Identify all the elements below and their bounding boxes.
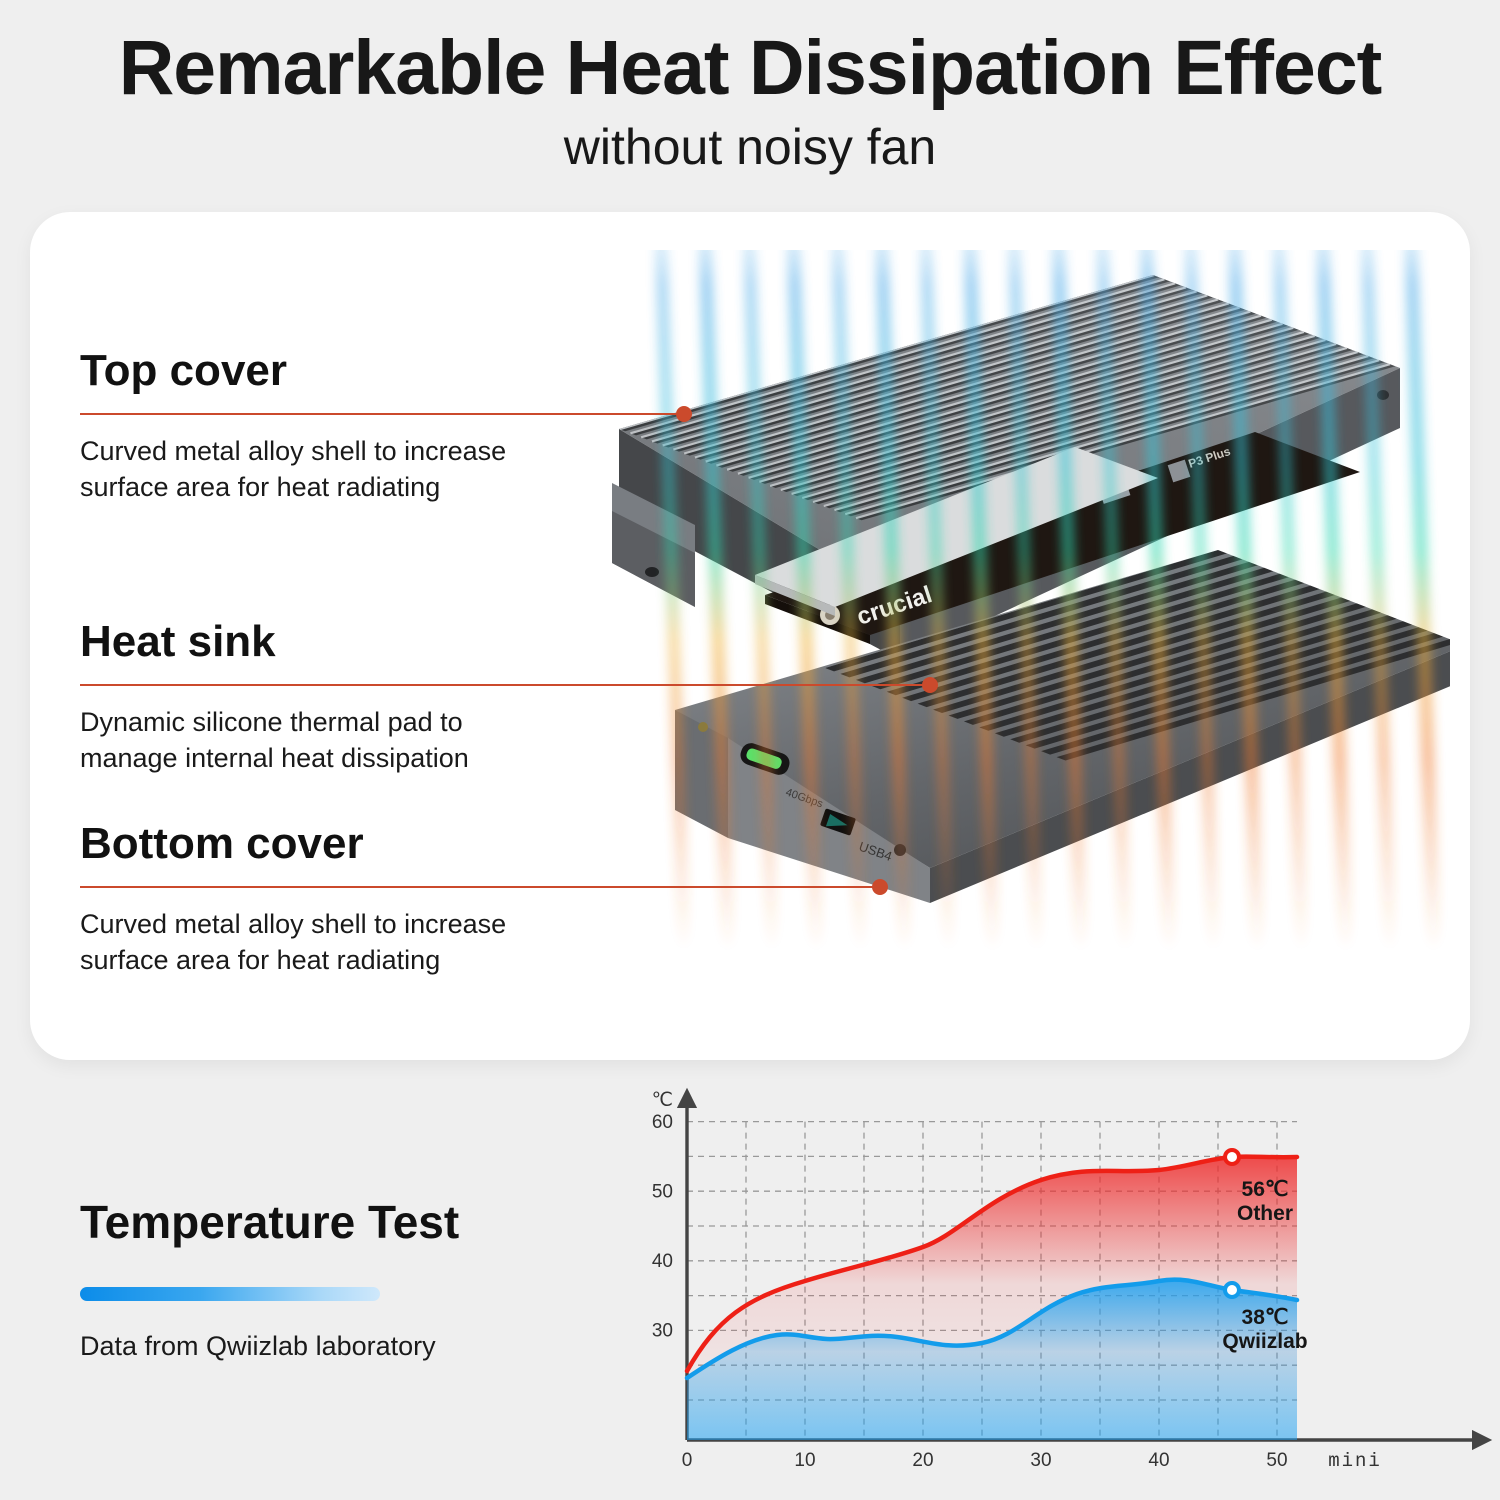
svg-text:mini: mini [1328, 1450, 1382, 1472]
svg-text:30: 30 [1030, 1450, 1051, 1471]
svg-text:56℃: 56℃ [1242, 1178, 1289, 1201]
svg-text:50: 50 [652, 1182, 673, 1203]
svg-text:40: 40 [652, 1251, 673, 1272]
svg-text:30: 30 [652, 1321, 673, 1342]
svg-text:10: 10 [794, 1450, 815, 1471]
svg-text:Qwiizlab: Qwiizlab [1222, 1330, 1307, 1353]
svg-text:℃: ℃ [652, 1090, 673, 1111]
svg-text:60: 60 [652, 1112, 673, 1133]
svg-text:20: 20 [912, 1450, 933, 1471]
svg-text:40: 40 [1148, 1450, 1169, 1471]
svg-text:50: 50 [1266, 1450, 1287, 1471]
svg-text:38℃: 38℃ [1242, 1306, 1289, 1329]
svg-text:Other: Other [1237, 1202, 1293, 1225]
svg-text:0: 0 [682, 1450, 693, 1471]
